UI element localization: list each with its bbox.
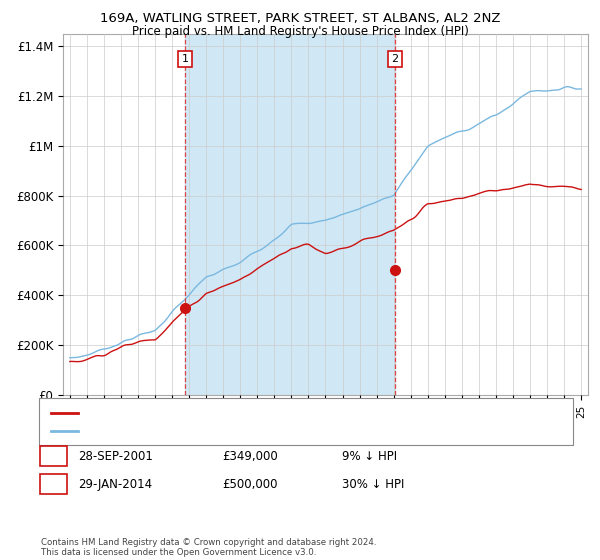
Text: 28-SEP-2001: 28-SEP-2001: [78, 450, 153, 463]
Text: 30% ↓ HPI: 30% ↓ HPI: [342, 478, 404, 491]
Text: 1: 1: [181, 54, 188, 64]
Text: 169A, WATLING STREET, PARK STREET, ST ALBANS, AL2 2NZ (detached house): 169A, WATLING STREET, PARK STREET, ST AL…: [84, 408, 493, 418]
Text: 9% ↓ HPI: 9% ↓ HPI: [342, 450, 397, 463]
Text: £349,000: £349,000: [222, 450, 278, 463]
Text: 2: 2: [50, 478, 57, 491]
Text: HPI: Average price, detached house, St Albans: HPI: Average price, detached house, St A…: [84, 426, 326, 436]
Text: 1: 1: [50, 450, 57, 463]
Text: 2: 2: [391, 54, 398, 64]
Text: Price paid vs. HM Land Registry's House Price Index (HPI): Price paid vs. HM Land Registry's House …: [131, 25, 469, 38]
Text: Contains HM Land Registry data © Crown copyright and database right 2024.
This d: Contains HM Land Registry data © Crown c…: [41, 538, 376, 557]
Text: 29-JAN-2014: 29-JAN-2014: [78, 478, 152, 491]
Text: 169A, WATLING STREET, PARK STREET, ST ALBANS, AL2 2NZ: 169A, WATLING STREET, PARK STREET, ST AL…: [100, 12, 500, 25]
Bar: [185, 34, 395, 395]
Text: £500,000: £500,000: [222, 478, 277, 491]
